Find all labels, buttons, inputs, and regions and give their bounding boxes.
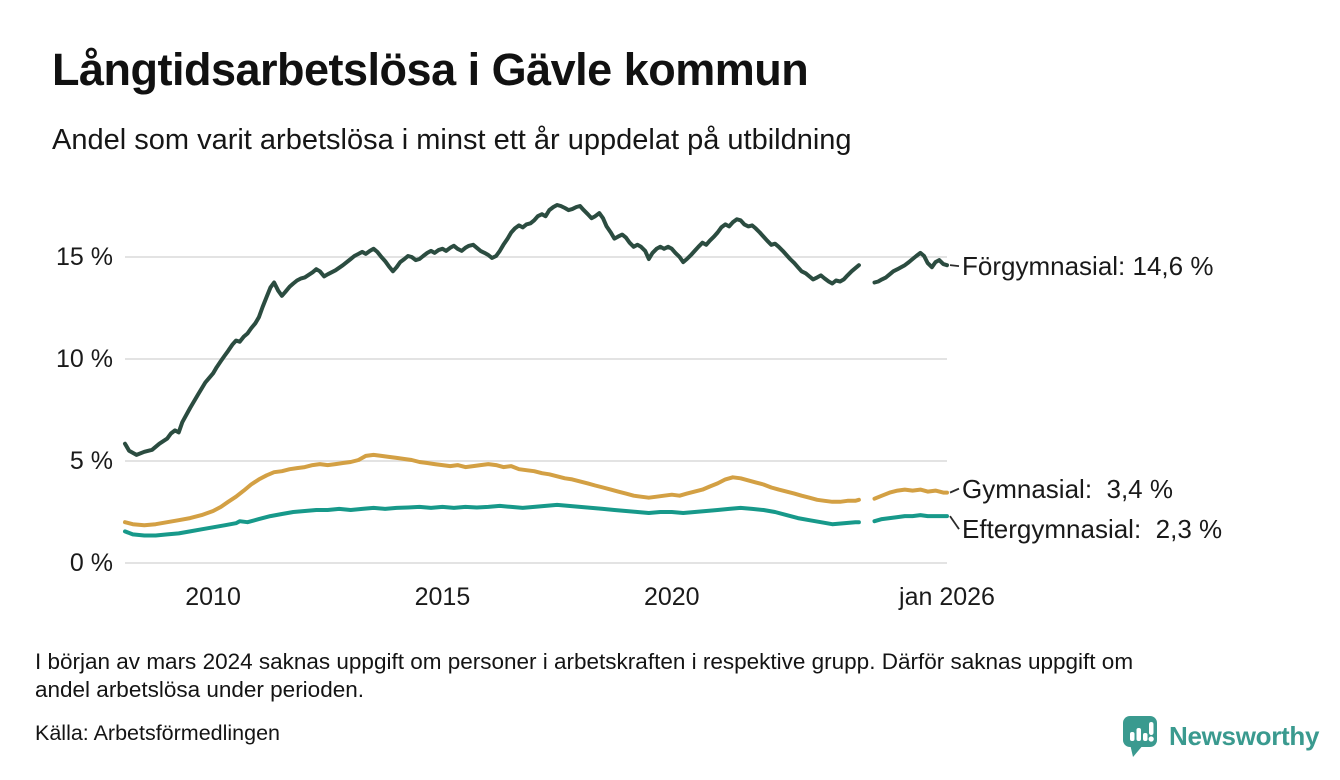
label-connector bbox=[949, 515, 960, 530]
page-title: Långtidsarbetslösa i Gävle kommun bbox=[52, 44, 809, 95]
series-line-gymnasial bbox=[123, 452, 861, 528]
footnote-line-2: andel arbetslösa under perioden. bbox=[35, 677, 364, 702]
series-line-förgymnasial bbox=[123, 203, 861, 457]
page-subtitle: Andel som varit arbetslösa i minst ett å… bbox=[52, 124, 852, 156]
series-line-gymnasial bbox=[872, 487, 949, 501]
series-line-eftergymnasial bbox=[123, 502, 861, 538]
series-end-label-eftergymnasial: Eftergymnasial: 2,3 % bbox=[962, 514, 1223, 545]
series-line-förgymnasial bbox=[872, 250, 949, 285]
label-connector bbox=[949, 487, 960, 494]
x-axis-tick-label: 2015 bbox=[414, 583, 471, 611]
y-axis-tick-label: 15 % bbox=[56, 243, 113, 271]
x-axis-tick-label: 2020 bbox=[643, 583, 700, 611]
label-connector bbox=[949, 264, 960, 268]
newsworthy-wordmark: Newsworthy bbox=[1169, 720, 1320, 751]
x-axis-tick-label: jan 2026 bbox=[899, 583, 995, 611]
series-line-eftergymnasial bbox=[872, 513, 949, 524]
series-end-label-gymnasial: Gymnasial: 3,4 % bbox=[962, 473, 1173, 504]
y-axis-tick-label: 0 % bbox=[69, 549, 113, 577]
newsworthy-speech-bubble-bar-chart-icon bbox=[1123, 716, 1157, 757]
newsworthy-logo: Newsworthy bbox=[1122, 714, 1319, 758]
source-attribution: Källa: Arbetsförmedlingen bbox=[35, 721, 281, 745]
series-end-label-förgymnasial: Förgymnasial: 14,6 % bbox=[962, 251, 1214, 282]
y-axis-tick-label: 10 % bbox=[56, 345, 113, 373]
footnote: I början av mars 2024 saknas uppgift om … bbox=[35, 648, 1305, 704]
x-axis-tick-label: 2010 bbox=[185, 583, 241, 611]
y-axis-tick-label: 5 % bbox=[69, 447, 113, 475]
footnote-line-1: I början av mars 2024 saknas uppgift om … bbox=[35, 649, 1134, 674]
